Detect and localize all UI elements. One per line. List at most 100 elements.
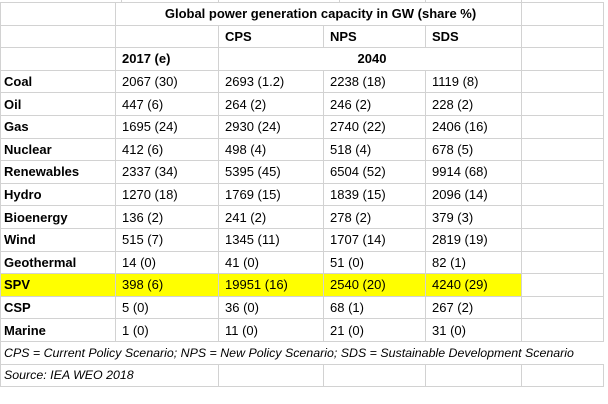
cell-nps: 2740 (22) — [323, 114, 426, 139]
spacer-cell — [521, 69, 605, 94]
cell-nps: 1839 (15) — [323, 182, 426, 207]
cell-sds: 82 (1) — [424, 250, 523, 275]
spacer-cell — [521, 114, 605, 139]
title-row: Global power generation capacity in GW (… — [0, 2, 605, 26]
table-row-geothermal: Geothermal 14 (0) 41 (0) 51 (0) 82 (1) — [0, 250, 605, 275]
row-label: Oil — [0, 92, 116, 116]
spacer-cell — [521, 160, 605, 184]
row-label: Marine — [0, 318, 116, 342]
cell-2017: 2067 (30) — [115, 69, 219, 94]
cell-cps: 11 (0) — [218, 318, 324, 342]
row-label: Coal — [0, 69, 116, 94]
table-row-marine: Marine 1 (0) 11 (0) 21 (0) 31 (0) — [0, 318, 605, 342]
cell-cps: 2693 (1.2) — [218, 69, 324, 94]
table-row-wind: Wind 515 (7) 1345 (11) 1707 (14) 2819 (1… — [0, 227, 605, 252]
cell-nps: 6504 (52) — [323, 160, 426, 184]
spacer-cell — [521, 47, 605, 71]
spacer-cell — [521, 363, 605, 388]
capacity-table: Global power generation capacity in GW (… — [0, 2, 605, 388]
empty-cell — [424, 363, 523, 388]
spacer-cell — [521, 318, 605, 342]
table-row-csp: CSP 5 (0) 36 (0) 68 (1) 267 (2) — [0, 295, 605, 320]
gridline-stub — [425, 0, 426, 2]
cell-cps: 1345 (11) — [218, 227, 324, 252]
row-label: Renewables — [0, 160, 116, 184]
spacer-cell — [521, 205, 605, 229]
cell-sds: 2819 (19) — [424, 227, 523, 252]
empty-cell — [0, 24, 116, 49]
table-title: Global power generation capacity in GW (… — [114, 2, 523, 26]
cell-sds: 2096 (14) — [424, 182, 523, 207]
cell-sds: 678 (5) — [424, 137, 523, 162]
row-label: Wind — [0, 227, 116, 252]
empty-cell — [218, 363, 324, 388]
cell-2017: 515 (7) — [115, 227, 219, 252]
cell-nps: 1707 (14) — [323, 227, 426, 252]
table-row-nuclear: Nuclear 412 (6) 498 (4) 518 (4) 678 (5) — [0, 137, 605, 162]
cell-nps: 278 (2) — [323, 205, 426, 229]
spacer-cell — [521, 250, 605, 275]
gridline-stub — [121, 0, 122, 2]
cell-cps: 241 (2) — [218, 205, 324, 229]
empty-cell — [0, 47, 116, 71]
cell-cps: 19951 (16) — [218, 273, 324, 297]
spacer-cell — [521, 24, 605, 49]
cell-2017: 398 (6) — [115, 273, 219, 297]
cell-sds: 379 (3) — [424, 205, 523, 229]
year-header-row: 2017 (e) 2040 — [0, 47, 605, 71]
cell-sds: 2406 (16) — [424, 114, 523, 139]
cell-nps: 21 (0) — [323, 318, 426, 342]
cell-2017: 1695 (24) — [115, 114, 219, 139]
spacer-cell — [521, 182, 605, 207]
gridline-stub — [339, 0, 340, 2]
cell-2017: 412 (6) — [115, 137, 219, 162]
gridline-stub — [521, 0, 522, 2]
column-header-nps: NPS — [323, 24, 426, 49]
cell-cps: 264 (2) — [218, 92, 324, 116]
spacer-cell — [521, 92, 605, 116]
row-label: SPV — [0, 273, 116, 297]
table-row-oil: Oil 447 (6) 264 (2) 246 (2) 228 (2) — [0, 92, 605, 116]
footnote: CPS = Current Policy Scenario; NPS = New… — [0, 340, 604, 365]
scenario-header-row: CPS NPS SDS — [0, 24, 605, 49]
cell-2017: 2337 (34) — [115, 160, 219, 184]
cell-nps: 68 (1) — [323, 295, 426, 320]
table-row-gas: Gas 1695 (24) 2930 (24) 2740 (22) 2406 (… — [0, 114, 605, 139]
cell-sds: 267 (2) — [424, 295, 523, 320]
cell-cps: 41 (0) — [218, 250, 324, 275]
cell-2017: 1 (0) — [115, 318, 219, 342]
column-header-2017: 2017 (e) — [115, 47, 219, 71]
cell-sds: 31 (0) — [424, 318, 523, 342]
cell-nps: 2238 (18) — [323, 69, 426, 94]
cell-cps: 1769 (15) — [218, 182, 324, 207]
row-label: CSP — [0, 295, 116, 320]
footnote-row: CPS = Current Policy Scenario; NPS = New… — [0, 340, 604, 365]
table-row-coal: Coal 2067 (30) 2693 (1.2) 2238 (18) 1119… — [0, 69, 605, 94]
row-label: Gas — [0, 114, 116, 139]
table-row-bioenergy: Bioenergy 136 (2) 241 (2) 278 (2) 379 (3… — [0, 205, 605, 229]
column-header-2040: 2040 — [217, 47, 523, 71]
table-row-spv-highlighted: SPV 398 (6) 19951 (16) 2540 (20) 4240 (2… — [0, 273, 605, 297]
cell-2017: 5 (0) — [115, 295, 219, 320]
source-row: Source: IEA WEO 2018 — [0, 363, 605, 388]
empty-corner-cell — [0, 2, 116, 26]
gridline-stub — [218, 0, 219, 2]
cell-sds: 4240 (29) — [424, 273, 523, 297]
partial-row-above — [0, 0, 608, 2]
cell-sds: 1119 (8) — [424, 69, 523, 94]
spacer-cell — [521, 273, 605, 297]
cell-2017: 136 (2) — [115, 205, 219, 229]
column-header-cps: CPS — [218, 24, 324, 49]
empty-cell — [115, 24, 219, 49]
cell-2017: 447 (6) — [115, 92, 219, 116]
cell-cps: 498 (4) — [218, 137, 324, 162]
cell-nps: 518 (4) — [323, 137, 426, 162]
spacer-cell — [521, 295, 605, 320]
empty-cell — [323, 363, 426, 388]
cell-2017: 1270 (18) — [115, 182, 219, 207]
cell-nps: 2540 (20) — [323, 273, 426, 297]
cell-nps: 51 (0) — [323, 250, 426, 275]
row-label: Geothermal — [0, 250, 116, 275]
spacer-cell — [521, 2, 605, 26]
cell-nps: 246 (2) — [323, 92, 426, 116]
